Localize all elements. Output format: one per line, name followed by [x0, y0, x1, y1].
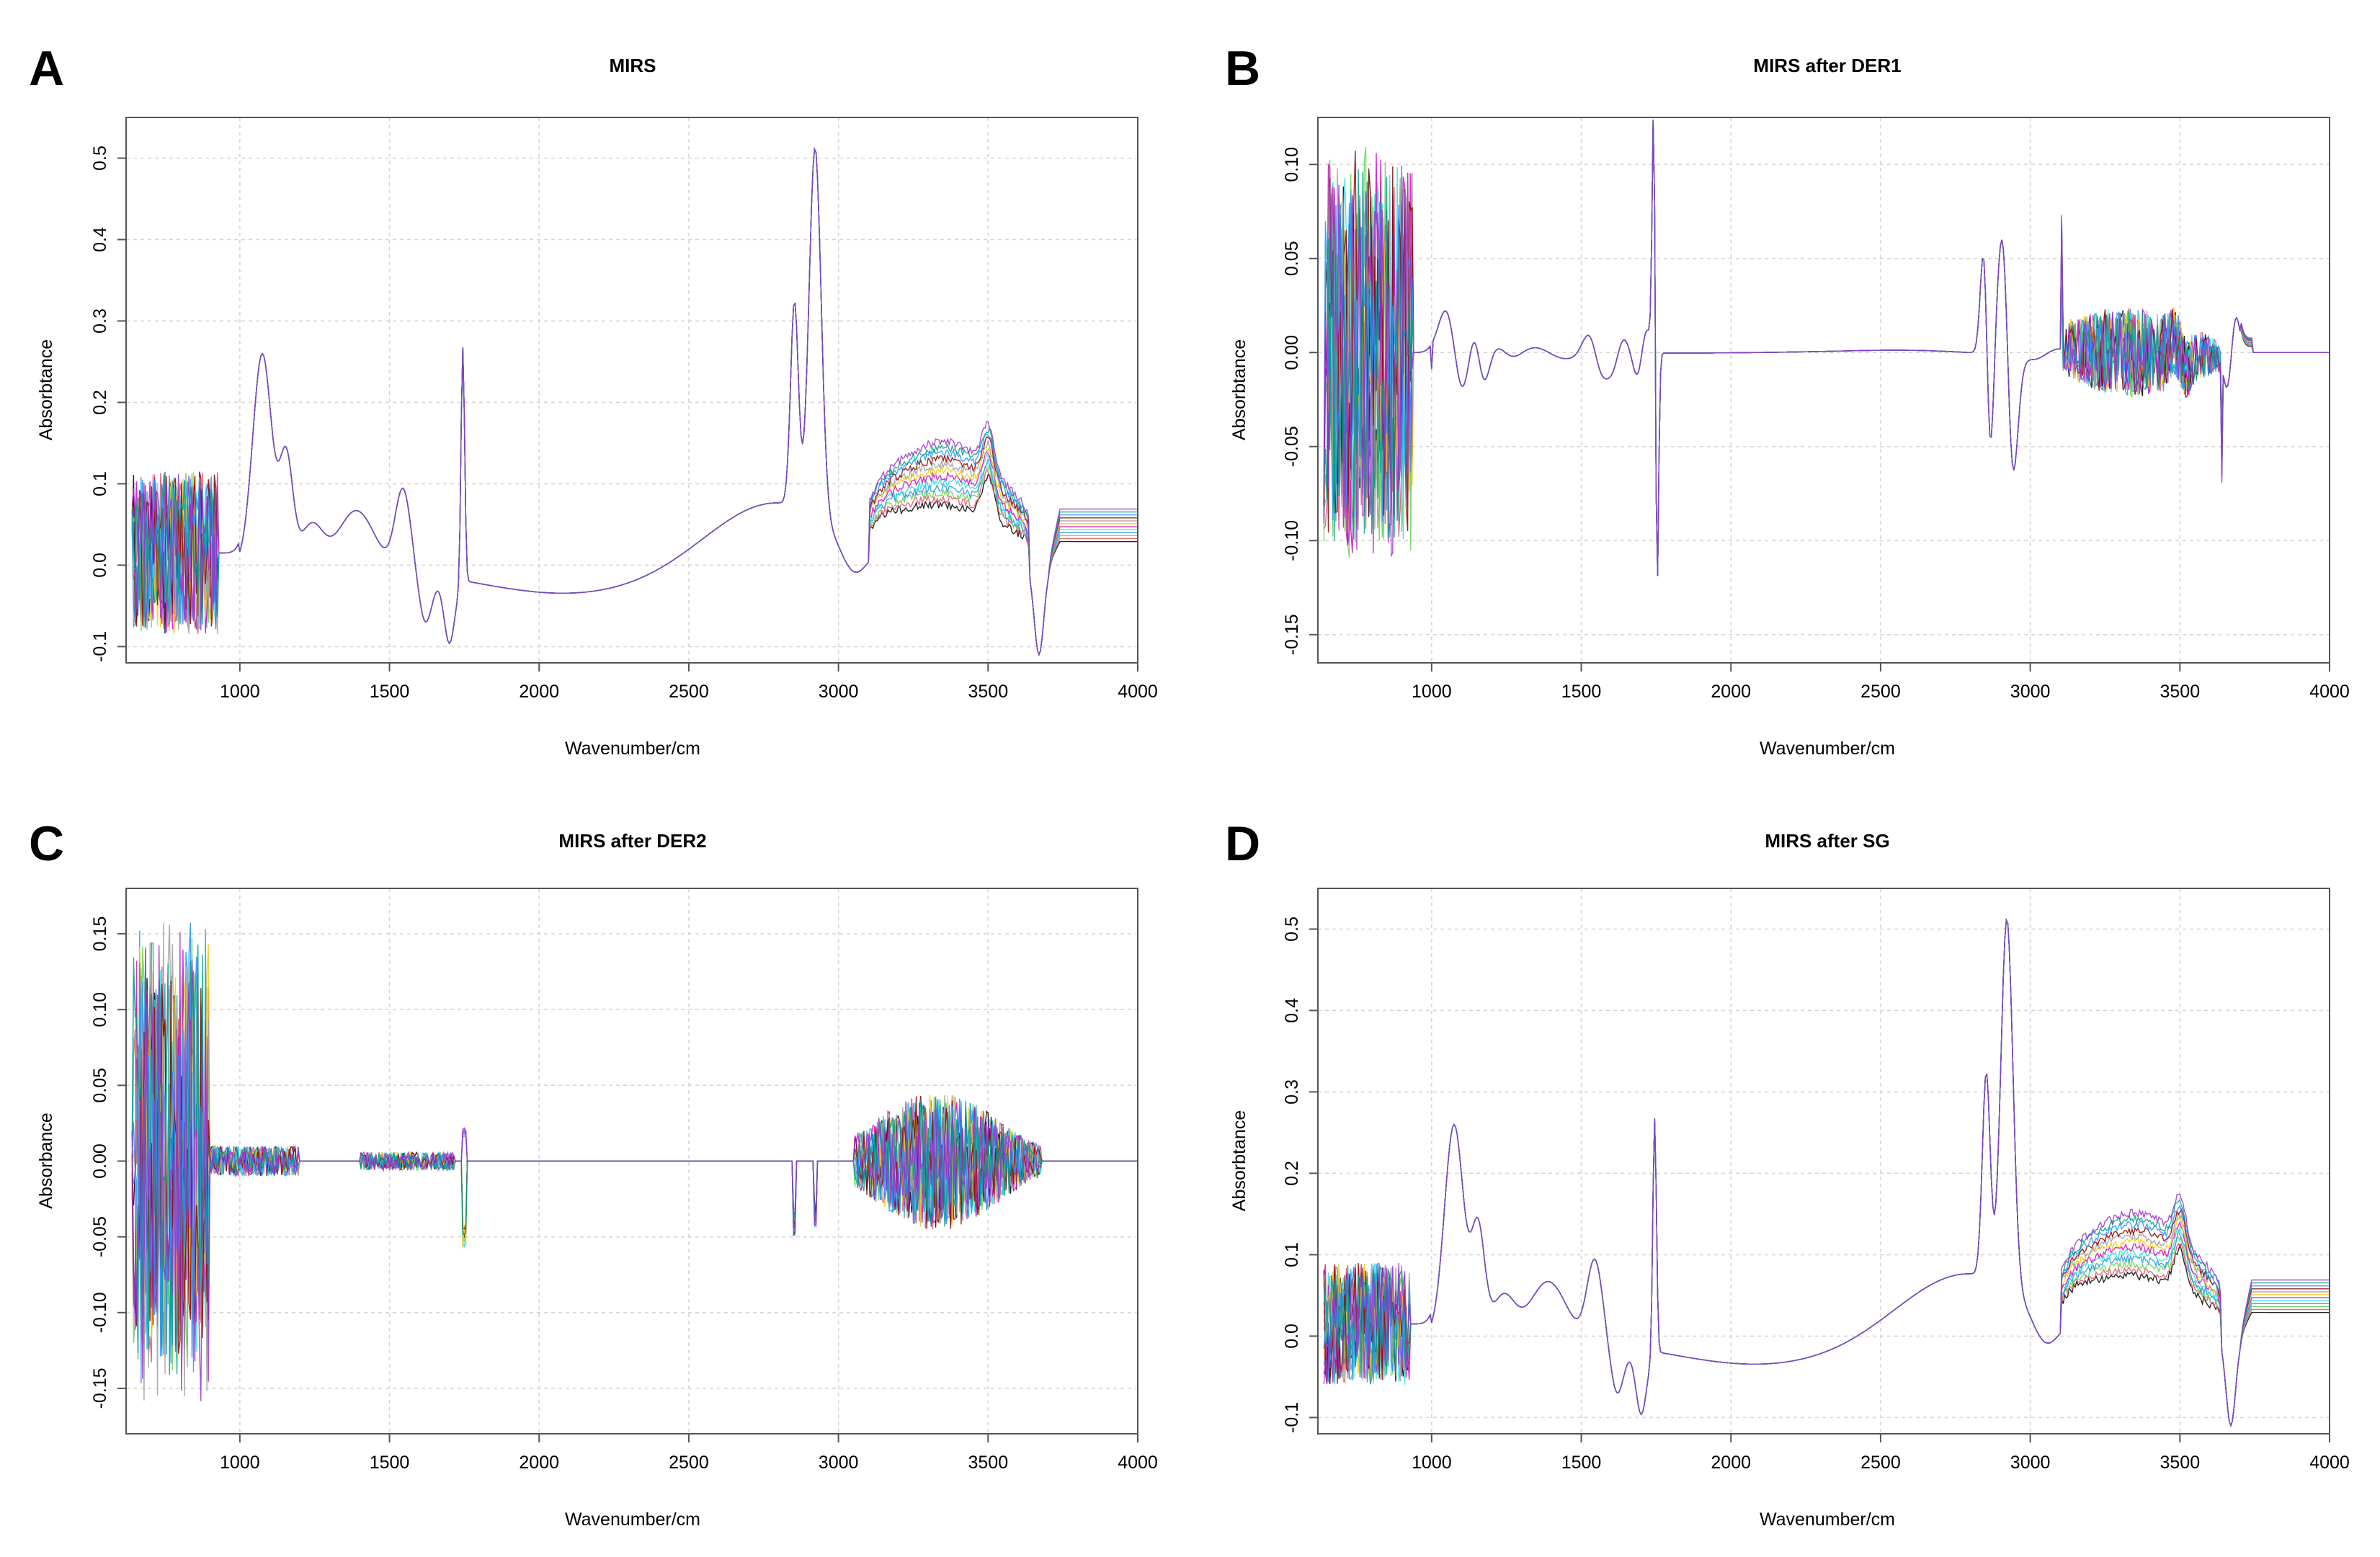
plot-frame	[1317, 117, 2330, 664]
y-tick-label: 0.1	[1282, 1242, 1302, 1267]
x-axis-label: Wavenumber/cm	[565, 739, 700, 759]
x-tick-label: 2000	[1711, 1453, 1751, 1473]
y-tick-label: 0.05	[1282, 241, 1302, 276]
y-tick-label: 0.3	[90, 308, 110, 334]
x-tick-label: 1000	[220, 682, 260, 702]
y-tick-label: 0.10	[90, 992, 110, 1027]
y-tick-label: 0.2	[1282, 1161, 1302, 1186]
x-tick-label: 2500	[1860, 1453, 1901, 1473]
x-tick-label: 3000	[2010, 1453, 2051, 1473]
series-line	[1323, 119, 2330, 576]
chart-title: MIRS after SG	[1765, 830, 1889, 852]
y-tick-label: 0.2	[90, 390, 110, 415]
chart-title: MIRS after DER2	[558, 830, 706, 852]
panel-b: B MIRS after DER1 1000 1500 2000 2500 3000 35…	[1225, 41, 2350, 759]
panel-c: C MIRS after DER2 1000 1500 2000 2500 3000 35…	[29, 816, 1158, 1530]
plot-frame	[125, 117, 1138, 664]
x-tick-label: 1000	[1412, 682, 1452, 702]
x-tick-label: 3000	[2010, 682, 2051, 702]
plot-frame	[1317, 888, 2330, 1435]
y-tick-label: -0.1	[1282, 1402, 1302, 1433]
y-tick-label: -0.15	[1282, 614, 1302, 655]
panel-a: A MIRS 1000 1500 2000 2500 3000 3500 4000 -0.1 0…	[29, 41, 1158, 759]
x-tick-label: 1500	[1561, 1453, 1602, 1473]
y-tick-label: 0.0	[1282, 1324, 1302, 1349]
y-tick-label: 0.05	[90, 1068, 110, 1103]
x-tick-label: 4000	[2309, 1453, 2350, 1473]
x-tick-label: 2000	[519, 1453, 559, 1473]
y-axis-label: Absorbtance	[36, 339, 56, 440]
chart-title: MIRS after DER1	[1753, 55, 1901, 76]
panel-letter: D	[1225, 816, 1260, 871]
x-axis-label: Wavenumber/cm	[1760, 739, 1895, 759]
x-tick-label: 1500	[1561, 682, 1602, 702]
x-tick-label: 4000	[1118, 682, 1158, 702]
chart-title: MIRS	[610, 55, 656, 76]
series-line	[1323, 918, 2330, 1427]
y-tick-label: 0.15	[90, 916, 110, 952]
x-axis-label: Wavenumber/cm	[1760, 1509, 1895, 1530]
y-tick-label: -0.10	[1282, 520, 1302, 561]
y-tick-label: 0.4	[1282, 998, 1302, 1023]
y-tick-label: -0.10	[90, 1292, 110, 1333]
y-tick-label: -0.05	[90, 1216, 110, 1257]
x-tick-label: 3000	[819, 682, 859, 702]
y-tick-label: 0.5	[1282, 916, 1302, 942]
y-tick-label: -0.15	[90, 1368, 110, 1409]
x-tick-label: 2500	[669, 682, 709, 702]
y-tick-label: -0.05	[1282, 426, 1302, 467]
x-tick-label: 1000	[1412, 1453, 1452, 1473]
y-tick-label: 0.5	[90, 146, 110, 171]
x-tick-label: 1500	[370, 682, 410, 702]
series-line	[131, 932, 1138, 1401]
panel-d: D MIRS after SG 1000 1500 2000 2500 3000 3500…	[1225, 816, 2350, 1530]
y-axis-label: Absorbtance	[1229, 1110, 1249, 1211]
x-tick-label: 2000	[519, 682, 559, 702]
x-tick-label: 2500	[1860, 682, 1901, 702]
y-tick-label: -0.1	[90, 631, 110, 662]
series-line	[1323, 119, 2330, 576]
y-tick-label: 0.00	[1282, 335, 1302, 370]
x-tick-label: 1000	[220, 1453, 260, 1473]
y-tick-label: 0.0	[90, 553, 110, 578]
panel-letter: C	[29, 816, 64, 871]
y-axis-label: Absorbtance	[1229, 339, 1249, 440]
x-tick-label: 1500	[370, 1453, 410, 1473]
x-tick-label: 3500	[968, 682, 1008, 702]
y-axis-label: Absorbance	[36, 1112, 56, 1208]
series-line	[131, 942, 1138, 1375]
series-line	[131, 147, 1138, 656]
y-tick-label: 0.3	[1282, 1079, 1302, 1105]
x-tick-label: 2500	[669, 1453, 709, 1473]
x-tick-label: 4000	[2309, 682, 2350, 702]
x-axis-label: Wavenumber/cm	[565, 1509, 700, 1530]
x-tick-label: 3500	[2160, 682, 2200, 702]
x-tick-label: 2000	[1711, 682, 1751, 702]
y-tick-label: 0.1	[90, 471, 110, 496]
x-tick-label: 4000	[1118, 1453, 1158, 1473]
x-tick-label: 3500	[968, 1453, 1008, 1473]
x-tick-label: 3500	[2160, 1453, 2200, 1473]
panel-letter: A	[29, 41, 64, 96]
y-tick-label: 0.4	[90, 227, 110, 252]
panel-letter: B	[1225, 41, 1260, 96]
y-tick-label: 0.00	[90, 1143, 110, 1179]
y-tick-label: 0.10	[1282, 147, 1302, 182]
x-tick-label: 3000	[819, 1453, 859, 1473]
